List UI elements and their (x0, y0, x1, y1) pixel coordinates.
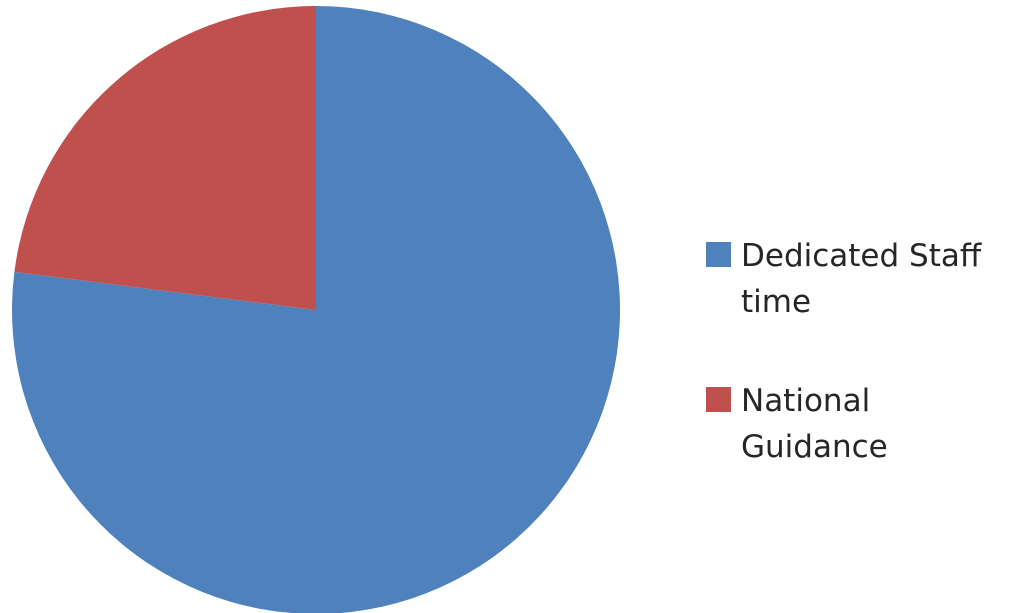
legend-swatch (706, 387, 731, 412)
legend-item-1: National Guidance (706, 383, 888, 465)
legend: Dedicated Staff time National Guidance (706, 238, 982, 465)
pie-slice-national-guidance (14, 6, 317, 310)
legend-item-0: Dedicated Staff time (706, 238, 982, 320)
pie-slice-dedicated-staff-time (12, 6, 620, 613)
legend-label: Dedicated Staff (741, 238, 982, 274)
legend-label: Guidance (741, 429, 888, 465)
pie-slices (12, 6, 620, 613)
legend-label: National (741, 383, 870, 419)
legend-swatch (706, 242, 731, 267)
legend-label: time (741, 284, 811, 320)
